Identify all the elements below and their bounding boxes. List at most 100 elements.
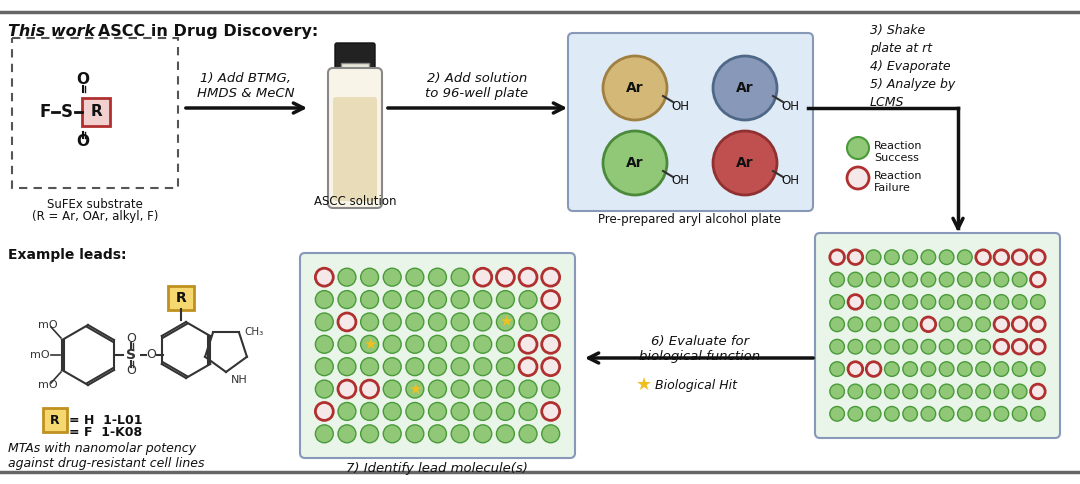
Circle shape bbox=[542, 335, 559, 353]
Text: mO: mO bbox=[38, 380, 57, 390]
Circle shape bbox=[994, 272, 1009, 287]
Circle shape bbox=[921, 362, 935, 377]
Text: R: R bbox=[176, 291, 187, 305]
Text: R: R bbox=[90, 105, 102, 120]
Circle shape bbox=[866, 250, 881, 264]
Circle shape bbox=[1012, 250, 1027, 264]
Circle shape bbox=[848, 250, 863, 264]
Circle shape bbox=[542, 268, 559, 286]
Circle shape bbox=[383, 380, 401, 398]
Circle shape bbox=[994, 317, 1009, 332]
Text: MTAs with nanomolar potency
against drug-resistant cell lines: MTAs with nanomolar potency against drug… bbox=[8, 442, 204, 470]
Circle shape bbox=[1012, 317, 1027, 332]
Circle shape bbox=[361, 335, 379, 353]
Circle shape bbox=[451, 290, 469, 308]
Circle shape bbox=[315, 403, 334, 421]
Text: Ar: Ar bbox=[737, 156, 754, 170]
Circle shape bbox=[542, 313, 559, 331]
Circle shape bbox=[361, 290, 379, 308]
Text: Reaction
Success: Reaction Success bbox=[874, 141, 922, 163]
Text: S: S bbox=[60, 103, 73, 121]
Text: NH: NH bbox=[231, 375, 247, 385]
Text: OH: OH bbox=[781, 100, 799, 112]
Text: (R = Ar, OAr, alkyl, F): (R = Ar, OAr, alkyl, F) bbox=[31, 210, 158, 223]
Circle shape bbox=[994, 362, 1009, 377]
Circle shape bbox=[1030, 250, 1045, 264]
Circle shape bbox=[338, 313, 356, 331]
Circle shape bbox=[903, 250, 917, 264]
Circle shape bbox=[361, 313, 379, 331]
Circle shape bbox=[940, 295, 954, 309]
Circle shape bbox=[866, 384, 881, 399]
Circle shape bbox=[713, 56, 777, 120]
Text: Example leads:: Example leads: bbox=[8, 248, 126, 262]
Circle shape bbox=[885, 317, 900, 332]
Circle shape bbox=[976, 295, 990, 309]
Circle shape bbox=[903, 339, 917, 354]
Circle shape bbox=[406, 290, 423, 308]
Circle shape bbox=[940, 272, 954, 287]
Circle shape bbox=[406, 403, 423, 421]
Text: ★: ★ bbox=[636, 376, 652, 394]
Circle shape bbox=[451, 268, 469, 286]
Circle shape bbox=[429, 268, 446, 286]
Text: OH: OH bbox=[671, 100, 689, 112]
FancyBboxPatch shape bbox=[568, 33, 813, 211]
Text: ★: ★ bbox=[408, 381, 421, 396]
Circle shape bbox=[903, 272, 917, 287]
Circle shape bbox=[921, 272, 935, 287]
Circle shape bbox=[474, 358, 491, 376]
Circle shape bbox=[603, 56, 667, 120]
Circle shape bbox=[885, 407, 900, 421]
Text: F: F bbox=[39, 103, 51, 121]
Circle shape bbox=[519, 335, 537, 353]
Circle shape bbox=[940, 339, 954, 354]
Circle shape bbox=[315, 335, 334, 353]
Circle shape bbox=[406, 335, 423, 353]
FancyBboxPatch shape bbox=[335, 43, 375, 69]
Text: 6) Evaluate for
biological function: 6) Evaluate for biological function bbox=[639, 335, 760, 363]
Text: O: O bbox=[77, 135, 90, 150]
Circle shape bbox=[903, 317, 917, 332]
Text: = H  1-L01: = H 1-L01 bbox=[69, 414, 143, 427]
Text: Reaction
Failure: Reaction Failure bbox=[874, 171, 922, 193]
Circle shape bbox=[519, 403, 537, 421]
Circle shape bbox=[958, 339, 972, 354]
FancyBboxPatch shape bbox=[333, 97, 377, 201]
Circle shape bbox=[958, 317, 972, 332]
Circle shape bbox=[1012, 384, 1027, 399]
Circle shape bbox=[866, 317, 881, 332]
Circle shape bbox=[976, 250, 990, 264]
Circle shape bbox=[383, 268, 401, 286]
Text: Biological Hit: Biological Hit bbox=[651, 378, 737, 392]
Text: ★: ★ bbox=[499, 315, 512, 330]
Circle shape bbox=[406, 380, 423, 398]
Circle shape bbox=[497, 403, 514, 421]
Circle shape bbox=[829, 272, 845, 287]
Circle shape bbox=[829, 407, 845, 421]
Text: 1) Add BTMG,
HMDS & MeCN: 1) Add BTMG, HMDS & MeCN bbox=[198, 72, 295, 100]
Circle shape bbox=[976, 384, 990, 399]
Circle shape bbox=[474, 380, 491, 398]
Circle shape bbox=[976, 339, 990, 354]
Circle shape bbox=[361, 380, 379, 398]
Circle shape bbox=[866, 362, 881, 377]
Circle shape bbox=[1012, 295, 1027, 309]
Circle shape bbox=[829, 339, 845, 354]
Circle shape bbox=[451, 335, 469, 353]
Circle shape bbox=[921, 384, 935, 399]
Circle shape bbox=[406, 425, 423, 443]
Circle shape bbox=[497, 290, 514, 308]
Circle shape bbox=[429, 358, 446, 376]
Text: O: O bbox=[146, 348, 156, 362]
Circle shape bbox=[315, 268, 334, 286]
Circle shape bbox=[361, 268, 379, 286]
Circle shape bbox=[1030, 339, 1045, 354]
Circle shape bbox=[829, 317, 845, 332]
Circle shape bbox=[958, 362, 972, 377]
Circle shape bbox=[451, 313, 469, 331]
Text: mO: mO bbox=[38, 320, 57, 330]
Circle shape bbox=[519, 380, 537, 398]
Circle shape bbox=[519, 358, 537, 376]
Circle shape bbox=[474, 290, 491, 308]
